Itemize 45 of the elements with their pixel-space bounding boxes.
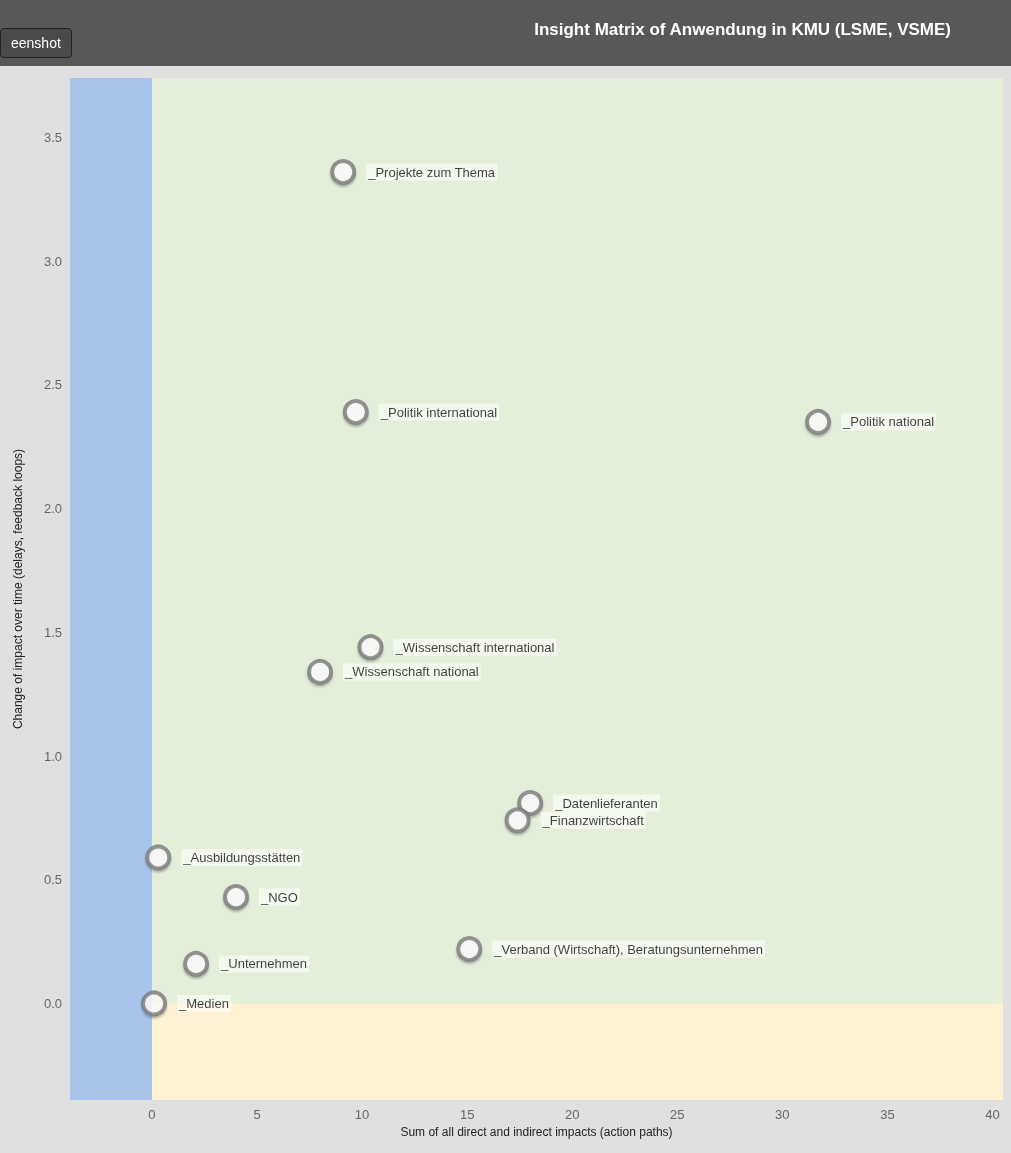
annotation: _Ausbildungsstätten [182,849,301,865]
x-tick-label: 10 [354,1107,370,1122]
point [357,634,384,661]
x-tick-label: 5 [253,1107,261,1122]
annotation: _Datenlieferanten [554,795,658,811]
annotation: _NGO [260,889,298,905]
x-tick-label: 30 [775,1107,790,1122]
point [330,159,357,186]
x-tick-label: 35 [880,1107,895,1122]
annotation: _Projekte zum Thema [367,164,496,180]
point [805,408,832,435]
x-tick-label: 0 [148,1107,156,1122]
point [504,807,531,834]
point [307,658,334,685]
y-tick-label: 0.5 [43,872,62,888]
y-axis-title: Change of impact over time (delays, feedback loops) [11,448,25,730]
annotation: _Wissenschaft international [394,639,555,655]
point [141,990,168,1017]
text: eenshot [0,28,72,58]
x-tick-label: 40 [985,1107,1000,1122]
point [145,844,172,871]
annotation: _Politik national [842,414,935,430]
point [456,936,483,963]
annotation: _Medien [178,995,229,1011]
point [342,399,369,426]
x-axis-title: Sum of all direct and indirect impacts (action paths) [400,1124,673,1139]
point [183,950,210,977]
x-tick-label: 15 [459,1107,475,1122]
annotation: _Politik international [379,404,498,420]
x-tick-label: 25 [670,1107,685,1122]
annotation: _Wissenschaft national [344,664,479,680]
y-tick-label: 1.0 [43,748,62,764]
y-tick-label: 3.5 [43,129,62,145]
annotation: _Finanzwirtschaft [541,812,645,828]
y-tick-label: 2.0 [43,501,62,517]
y-tick-label: 2.5 [43,377,62,393]
x-tick-label: 20 [564,1107,580,1122]
annotation: _Unternehmen [220,956,308,972]
y-tick-label: 1.5 [43,624,62,640]
point [223,884,250,911]
y-tick-label: 0.0 [43,995,62,1011]
chart-title: Insight Matrix of Anwendung in KMU (LSME, VSME) [534,20,951,40]
y-tick-label: 3.0 [43,253,62,269]
annotation: _Verband (Wirtschaft), Beratungsunternehmen [493,941,764,957]
point [517,790,544,817]
